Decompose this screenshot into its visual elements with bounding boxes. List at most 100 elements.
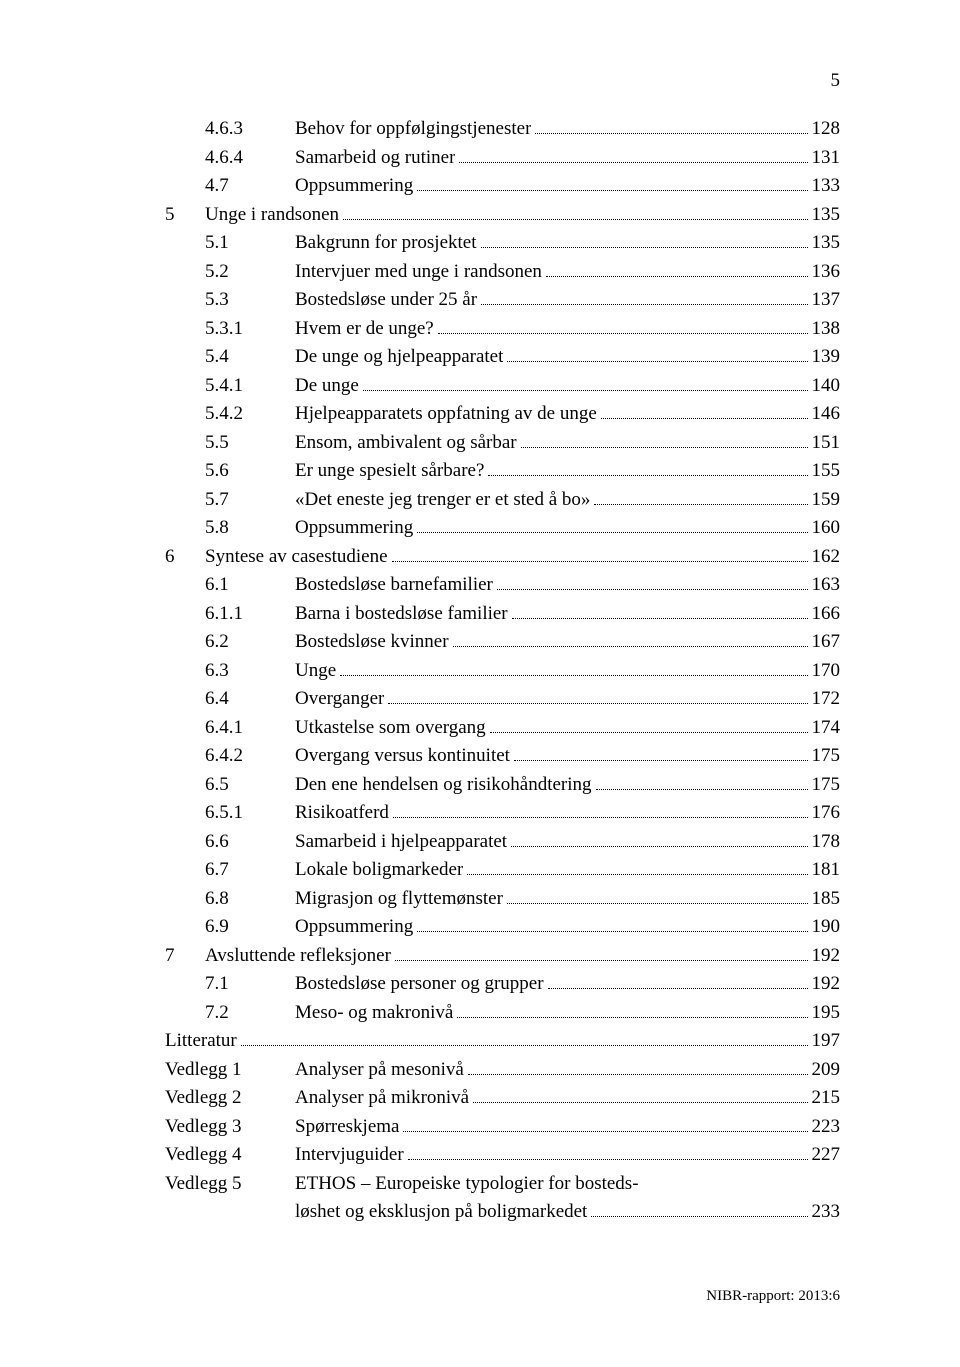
toc-leader-dots xyxy=(535,133,807,134)
toc-entry-number: 5.4.1 xyxy=(205,372,295,401)
toc-entry-page: 195 xyxy=(812,999,841,1028)
appendix-label: Vedlegg 1 xyxy=(165,1056,295,1085)
toc-entry: 5.4.1De unge140 xyxy=(165,372,840,401)
toc-entry: 5.3Bostedsløse under 25 år 137 xyxy=(165,286,840,315)
toc-entry: 6.9Oppsummering 190 xyxy=(165,913,840,942)
toc-entry-page: 159 xyxy=(812,486,841,515)
toc-entry: 5.5Ensom, ambivalent og sårbar151 xyxy=(165,429,840,458)
toc-entry-title: Intervjuer med unge i randsonen xyxy=(295,258,542,287)
toc-entry-page: 185 xyxy=(812,885,841,914)
toc-entry: 5.8Oppsummering 160 xyxy=(165,514,840,543)
toc-leader-dots xyxy=(507,361,807,362)
toc-entry-title: Risikoatferd xyxy=(295,799,389,828)
toc-entry: 6.2Bostedsløse kvinner167 xyxy=(165,628,840,657)
toc-entry-page: 162 xyxy=(812,543,841,572)
toc-entry-page: 135 xyxy=(812,201,841,230)
toc-entry-page: 176 xyxy=(812,799,841,828)
toc-entry-page: 181 xyxy=(812,856,841,885)
toc-entry-title: Overgang versus kontinuitet xyxy=(295,742,510,771)
toc-entry-title: Hvem er de unge? xyxy=(295,315,434,344)
toc-entry-number: 4.6.3 xyxy=(205,115,295,144)
appendix-label: Vedlegg 2 xyxy=(165,1084,295,1113)
toc-leader-dots xyxy=(393,817,808,818)
toc-entry: 5.4De unge og hjelpeapparatet139 xyxy=(165,343,840,372)
toc-entry-number: 4.6.4 xyxy=(205,144,295,173)
toc-entry-title: De unge xyxy=(295,372,359,401)
toc-entry-page: 175 xyxy=(812,742,841,771)
toc-entry-page: 174 xyxy=(812,714,841,743)
toc-leader-dots xyxy=(403,1131,807,1132)
toc-entry-number: 6.5 xyxy=(205,771,295,800)
appendix-entry-continuation: løshet og eksklusjon på boligmarkedet233 xyxy=(165,1198,840,1227)
toc-entry-title: Behov for oppfølgingstjenester xyxy=(295,115,531,144)
toc-entry-title: Oppsummering xyxy=(295,514,413,543)
table-of-contents: 4.6.3Behov for oppfølgingstjenester1284.… xyxy=(165,115,840,1227)
toc-entry-title: Litteratur xyxy=(165,1027,237,1056)
toc-entry: 7.2Meso- og makronivå195 xyxy=(165,999,840,1028)
toc-leader-dots xyxy=(467,874,807,875)
toc-entry-title: Bostedsløse under 25 år xyxy=(295,286,477,315)
appendix-entry: Vedlegg 1Analyser på mesonivå 209 xyxy=(165,1056,840,1085)
toc-entry: 4.6.3Behov for oppfølgingstjenester 128 xyxy=(165,115,840,144)
toc-leader-dots xyxy=(340,675,807,676)
toc-entry-number: 5.5 xyxy=(205,429,295,458)
toc-entry: 6.1.1Barna i bostedsløse familier166 xyxy=(165,600,840,629)
toc-leader-dots xyxy=(521,447,808,448)
toc-entry-page: 151 xyxy=(812,429,841,458)
toc-entry-page: 128 xyxy=(812,115,841,144)
appendix-entry: Vedlegg 2Analyser på mikronivå215 xyxy=(165,1084,840,1113)
toc-entry: 6.4.1Utkastelse som overgang174 xyxy=(165,714,840,743)
toc-entry-number: 6.3 xyxy=(205,657,295,686)
toc-entry-page: 190 xyxy=(812,913,841,942)
toc-entry-title: Oppsummering xyxy=(295,913,413,942)
toc-entry-number: 5.2 xyxy=(205,258,295,287)
toc-entry-number: 6.7 xyxy=(205,856,295,885)
toc-leader-dots xyxy=(457,1017,807,1018)
toc-entry-title: Hjelpeapparatets oppfatning av de unge xyxy=(295,400,597,429)
toc-entry-page: 192 xyxy=(812,942,841,971)
toc-entry-page: 170 xyxy=(812,657,841,686)
toc-entry-title: Unge xyxy=(295,657,336,686)
document-page: 5 4.6.3Behov for oppfølgingstjenester 128… xyxy=(0,0,960,1227)
appendix-page: 209 xyxy=(812,1056,841,1085)
toc-entry-title: Oppsummering xyxy=(295,172,413,201)
page-number: 5 xyxy=(831,70,841,92)
toc-entry-number: 6.8 xyxy=(205,885,295,914)
toc-entry-title: Bakgrunn for prosjektet xyxy=(295,229,477,258)
appendix-entry: Vedlegg 5ETHOS – Europeiske typologier f… xyxy=(165,1170,840,1199)
toc-entry-page: 137 xyxy=(812,286,841,315)
toc-entry: 6Syntese av casestudiene162 xyxy=(165,543,840,572)
toc-entry-page: 138 xyxy=(812,315,841,344)
toc-entry: 5.7«Det eneste jeg trenger er et sted å … xyxy=(165,486,840,515)
appendix-label: Vedlegg 4 xyxy=(165,1141,295,1170)
toc-entry-page: 133 xyxy=(812,172,841,201)
toc-entry: 5.3.1Hvem er de unge?138 xyxy=(165,315,840,344)
toc-entry: Litteratur197 xyxy=(165,1027,840,1056)
appendix-page: 215 xyxy=(812,1084,841,1113)
appendix-page: 223 xyxy=(812,1113,841,1142)
toc-entry-page: 139 xyxy=(812,343,841,372)
toc-leader-dots xyxy=(417,190,807,191)
toc-entry-title: Samarbeid og rutiner xyxy=(295,144,455,173)
toc-entry-number: 6.4 xyxy=(205,685,295,714)
toc-entry: 6.1Bostedsløse barnefamilier163 xyxy=(165,571,840,600)
toc-entry-page: 192 xyxy=(812,970,841,999)
toc-leader-dots xyxy=(473,1102,807,1103)
toc-entry-page: 160 xyxy=(812,514,841,543)
appendix-title: ETHOS – Europeiske typologier for bosted… xyxy=(295,1170,639,1199)
toc-entry: 5Unge i randsonen135 xyxy=(165,201,840,230)
toc-entry-number: 6.9 xyxy=(205,913,295,942)
appendix-label: Vedlegg 5 xyxy=(165,1170,295,1199)
toc-entry: 6.4.2Overgang versus kontinuitet175 xyxy=(165,742,840,771)
toc-leader-dots xyxy=(363,390,808,391)
toc-entry-page: 163 xyxy=(812,571,841,600)
appendix-entry: Vedlegg 4Intervjuguider227 xyxy=(165,1141,840,1170)
toc-entry-title: Syntese av casestudiene xyxy=(205,543,388,572)
appendix-title: Analyser på mesonivå xyxy=(295,1056,464,1085)
toc-leader-dots xyxy=(241,1045,808,1046)
toc-leader-dots xyxy=(392,561,808,562)
toc-entry-number: 5.8 xyxy=(205,514,295,543)
toc-entry: 4.7Oppsummering133 xyxy=(165,172,840,201)
toc-leader-dots xyxy=(514,760,808,761)
toc-entry-number: 5.3 xyxy=(205,286,295,315)
